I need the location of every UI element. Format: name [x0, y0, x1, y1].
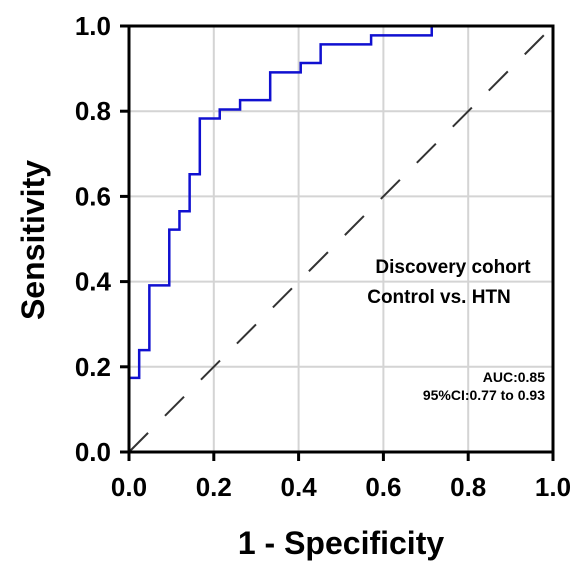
x-tick-label-4: 0.8 [450, 472, 486, 502]
x-tick-label-1: 0.2 [196, 472, 232, 502]
y-tick-label-3: 0.6 [75, 181, 111, 211]
annotation-ci: 95%CI:0.77 to 0.93 [423, 387, 545, 403]
x-axis-title: 1 - Specificity [238, 525, 445, 561]
y-axis-title: Sensitivity [15, 160, 51, 320]
x-tick-labels: 0.0 0.2 0.4 0.6 0.8 1.0 [111, 472, 571, 502]
y-tick-label-0: 0.0 [75, 437, 111, 467]
x-tick-label-0: 0.0 [111, 472, 147, 502]
x-tick-label-3: 0.6 [365, 472, 401, 502]
y-tick-label-2: 0.4 [75, 267, 112, 297]
y-tick-label-4: 0.8 [75, 96, 111, 126]
annotation-auc: AUC:0.85 [483, 369, 545, 385]
x-tick-label-2: 0.4 [281, 472, 318, 502]
y-tick-labels: 0.0 0.2 0.4 0.6 0.8 1.0 [75, 11, 112, 467]
tick-marks [120, 24, 555, 461]
annotation-comparison: Control vs. HTN [367, 287, 511, 308]
grid-lines [129, 26, 553, 452]
y-tick-label-1: 0.2 [75, 352, 111, 382]
plot-frame [127, 24, 555, 454]
annotation-cohort: Discovery cohort [375, 257, 531, 278]
roc-curve [127, 24, 553, 452]
y-tick-label-5: 1.0 [75, 11, 111, 41]
x-tick-label-5: 1.0 [535, 472, 571, 502]
